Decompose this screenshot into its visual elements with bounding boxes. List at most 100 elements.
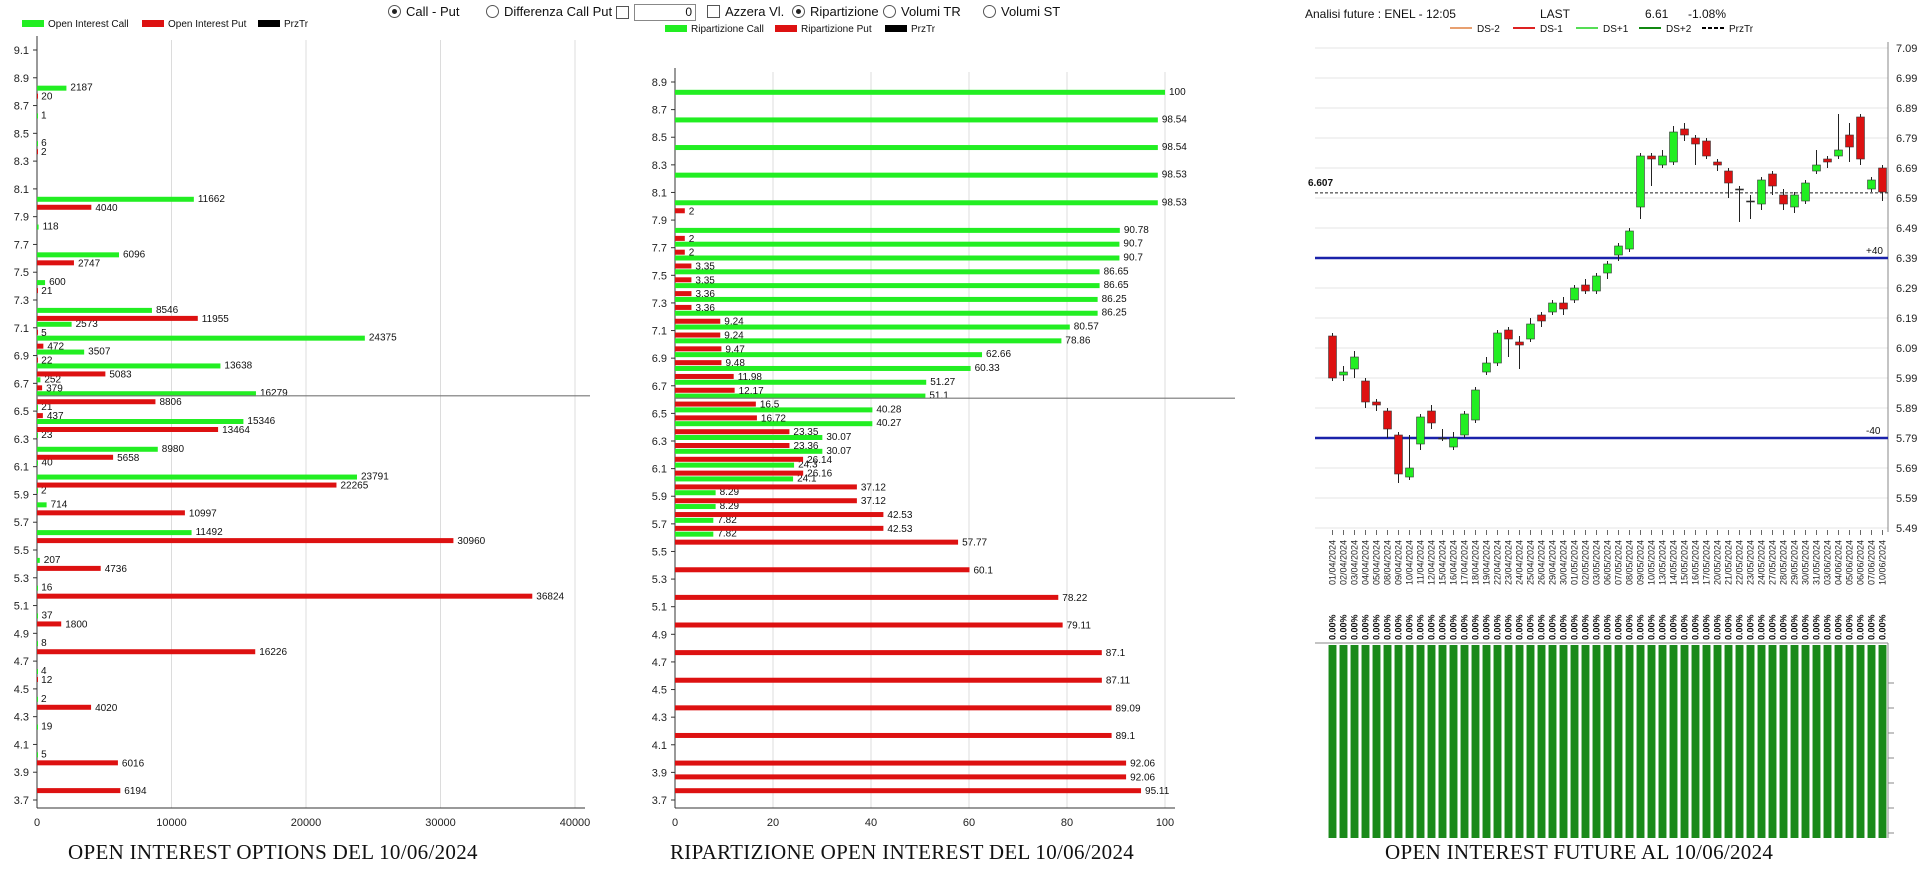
- oi-percent-label: 0.00%: [1372, 614, 1382, 640]
- put-value-label: 5: [41, 328, 47, 339]
- put-bar: [37, 93, 38, 99]
- put-value-label: 22265: [340, 481, 368, 492]
- oi-percent-label: 0.00%: [1592, 614, 1602, 640]
- call-value-label: 62.66: [986, 349, 1011, 360]
- y-tick-label: 7.09: [1896, 43, 1917, 55]
- oi-bar: [1559, 645, 1568, 838]
- volumi-tr-option[interactable]: Volumi TR: [883, 4, 961, 19]
- call-bar: [37, 432, 38, 438]
- y-tick-label: 7.5: [14, 267, 29, 279]
- y-tick-label: 6.5: [14, 406, 29, 418]
- ripartizione-radio[interactable]: [792, 5, 805, 18]
- y-tick-label: 5.5: [14, 545, 29, 557]
- call-value-label: 86.25: [1102, 308, 1127, 319]
- put-value-label: 3.36: [695, 289, 715, 300]
- candle-body: [1790, 194, 1799, 208]
- put-value-label: 30960: [457, 536, 485, 547]
- put-value-label: 5658: [117, 453, 140, 464]
- date-label: 12/04/2024: [1427, 540, 1437, 585]
- oi-bar: [1526, 645, 1535, 838]
- call-value-label: 7.82: [717, 515, 737, 526]
- ripartizione-label: Ripartizione: [810, 4, 879, 19]
- value-checkbox[interactable]: [616, 6, 629, 19]
- ripartizione-option[interactable]: Ripartizione: [792, 4, 879, 19]
- call-value-label: 86.25: [1102, 294, 1127, 305]
- open-interest-options-chart: 0 10000 20000 30000 40000 9.1 8.9 8.7 8.5 8.3 8.1 7…: [14, 19, 591, 829]
- call-bar: [675, 352, 983, 358]
- date-label: 24/05/2024: [1757, 540, 1767, 585]
- candle-body: [1383, 410, 1392, 430]
- date-label: 26/04/2024: [1537, 540, 1547, 585]
- oi-percent-label: 0.00%: [1394, 614, 1404, 640]
- diff-call-put-radio[interactable]: [486, 5, 499, 18]
- call-value-label: 21: [41, 402, 53, 413]
- volumi-tr-radio[interactable]: [883, 5, 896, 18]
- oi-percent-label: 0.00%: [1482, 614, 1492, 640]
- put-bar: [675, 774, 1127, 780]
- x-tick-label: 20000: [291, 817, 322, 829]
- date-label: 02/04/2024: [1339, 540, 1349, 585]
- call-bar: [675, 531, 714, 537]
- oi-percent-label: 0.00%: [1702, 614, 1712, 640]
- call-value-label: 16279: [260, 388, 288, 399]
- y-tick-label: 5.9: [652, 491, 667, 503]
- put-value-label: 9.47: [725, 344, 745, 355]
- call-bar: [675, 89, 1165, 95]
- volumi-st-option[interactable]: Volumi ST: [983, 4, 1060, 19]
- oi-percent-label: 0.00%: [1867, 614, 1877, 640]
- oi-percent-label: 0.00%: [1493, 614, 1503, 640]
- put-value-label: 22: [41, 356, 53, 367]
- call-put-option[interactable]: Call - Put: [388, 4, 459, 19]
- call-value-label: 1: [41, 110, 47, 121]
- y-tick-label: 6.1: [14, 462, 29, 474]
- oi-bar: [1790, 645, 1799, 838]
- y-tick-label: 5.3: [652, 574, 667, 586]
- candle-body: [1416, 416, 1425, 445]
- y-tick-label: 7.3: [652, 298, 667, 310]
- candle-body: [1537, 314, 1546, 322]
- date-label: 08/04/2024: [1383, 540, 1393, 585]
- call-bar: [675, 227, 1120, 233]
- y-tick-label: 5.7: [14, 517, 29, 529]
- put-bar: [37, 329, 38, 335]
- call-bar: [675, 504, 716, 510]
- call-value-label: 23791: [361, 472, 389, 483]
- oi-percent-label: 0.00%: [1438, 614, 1448, 640]
- call-value-label: 30.07: [826, 432, 851, 443]
- y-tick-label: 7.1: [14, 323, 29, 335]
- put-value-label: 379: [46, 383, 63, 394]
- put-bar: [37, 454, 114, 460]
- call-bar: [37, 419, 244, 424]
- call-bar: [37, 141, 38, 147]
- put-bar: [675, 235, 685, 241]
- call-value-label: 11492: [196, 527, 224, 538]
- put-bar: [675, 622, 1063, 628]
- candle-body: [1361, 380, 1370, 403]
- call-bar: [37, 363, 221, 369]
- call-put-radio[interactable]: [388, 5, 401, 18]
- call-bar: [675, 283, 1100, 289]
- legend-label: Ripartizione Call: [691, 24, 764, 35]
- put-value-label: 36824: [536, 592, 564, 603]
- legend-label: DS-2: [1477, 24, 1500, 35]
- call-bar: [37, 502, 47, 508]
- call-bar: [37, 391, 256, 397]
- candle-body: [1867, 179, 1876, 190]
- call-bar: [675, 365, 971, 371]
- call-bar: [675, 324, 1070, 330]
- y-tick-label: 6.7: [14, 378, 29, 390]
- azzera-checkbox[interactable]: [707, 5, 720, 18]
- call-bar: [37, 85, 67, 91]
- oi-bar: [1658, 645, 1667, 838]
- oi-bar: [1735, 645, 1744, 838]
- call-bar: [37, 321, 72, 327]
- date-label: 29/05/2024: [1790, 540, 1800, 585]
- volumi-st-radio[interactable]: [983, 5, 996, 18]
- diff-call-put-option[interactable]: Differenza Call Put: [486, 4, 612, 19]
- candle-body: [1372, 401, 1381, 406]
- azzera-option[interactable]: Azzera Vl.: [707, 4, 784, 19]
- options-chart-title: OPEN INTEREST OPTIONS DEL 10/06/2024: [68, 840, 478, 864]
- y-tick-label: 5.69: [1896, 463, 1917, 475]
- value-input[interactable]: 0: [634, 4, 696, 21]
